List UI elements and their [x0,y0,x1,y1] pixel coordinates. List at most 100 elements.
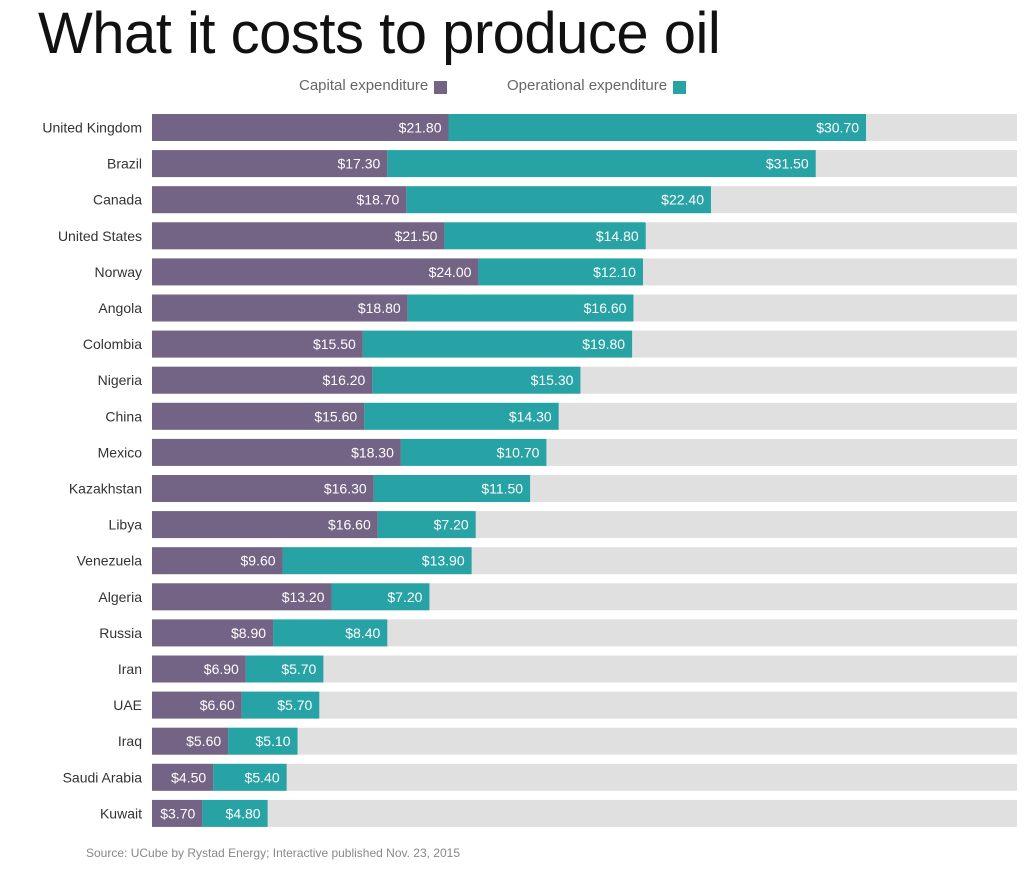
bar-operational-china [364,402,559,430]
bar-operational-kazakhstan [373,475,531,502]
category-label-russia: Russia [99,625,142,641]
value-label-operational-china: $14.30 [509,408,552,424]
category-label-saudi-arabia: Saudi Arabia [63,769,143,785]
bar-operational-nigeria [372,366,581,394]
bar-capital-canada [152,186,407,214]
category-label-nigeria: Nigeria [98,372,143,388]
value-label-operational-kuwait: $4.80 [226,805,261,821]
value-label-capital-norway: $24.00 [429,264,472,280]
category-label-algeria: Algeria [98,589,142,605]
category-label-libya: Libya [109,517,143,533]
bar-capital-nigeria [152,366,373,394]
value-label-operational-angola: $16.60 [584,300,627,316]
bar-operational-venezuela [282,547,472,575]
value-label-capital-kazakhstan: $16.30 [324,481,367,497]
bar-operational-mexico [400,438,547,466]
value-label-operational-iran: $5.70 [281,661,316,677]
value-label-capital-saudi-arabia: $4.50 [171,769,206,785]
legend-label-capital: Capital expenditure [299,77,429,94]
value-label-capital-uae: $6.60 [200,697,235,713]
value-label-operational-kazakhstan: $11.50 [481,481,523,497]
bar-operational-united-kingdom [448,114,867,141]
chart-title: What it costs to produce oil [38,1,721,66]
value-label-operational-united-kingdom: $30.70 [816,120,859,136]
bar-capital-brazil [152,150,388,178]
bar-operational-brazil [387,150,816,178]
legend: Capital expenditure Operational expendit… [0,77,1024,97]
bar-capital-uae [152,691,242,719]
value-label-operational-norway: $12.10 [593,264,636,280]
category-label-angola: Angola [98,300,142,316]
value-label-capital-china: $15.60 [314,408,357,424]
value-label-operational-libya: $7.20 [434,517,469,533]
bar-operational-uae [241,691,320,719]
bar-operational-iraq [228,727,298,755]
value-label-operational-iraq: $5.10 [255,733,290,749]
value-label-capital-canada: $18.70 [357,192,400,208]
bar-capital-kazakhstan [152,475,374,502]
category-label-norway: Norway [95,264,142,280]
category-label-brazil: Brazil [107,156,142,172]
category-label-uae: UAE [113,697,142,713]
value-label-operational-brazil: $31.50 [766,156,809,172]
value-label-capital-colombia: $15.50 [313,336,356,352]
bar-operational-canada [406,186,711,214]
value-label-operational-mexico: $10.70 [497,444,540,460]
value-label-operational-united-states: $14.80 [596,228,639,244]
bar-capital-algeria [152,583,332,611]
bar-operational-saudi-arabia [213,763,287,791]
category-label-iran: Iran [118,661,142,677]
legend-label-operational: Operational expenditure [507,77,668,94]
bar-capital-russia [152,619,274,647]
bar-capital-venezuela [152,547,283,575]
value-label-capital-iran: $6.90 [204,661,239,677]
bar-operational-colombia [362,330,633,358]
bar-operational-united-states [444,222,646,250]
bar-capital-saudi-arabia [152,763,214,791]
legend-swatch-capital [434,80,448,94]
bar-operational-norway [478,258,643,286]
category-label-mexico: Mexico [98,444,143,460]
category-label-venezuela: Venezuela [77,553,143,569]
bar-capital-angola [152,294,408,322]
bar-capital-norway [152,258,479,286]
value-label-capital-united-kingdom: $21.80 [399,120,442,136]
bar-operational-libya [377,511,476,539]
bar-operational-algeria [331,583,430,611]
bar-capital-united-kingdom [152,114,449,141]
legend-item-capital: Capital expenditure [299,77,448,94]
category-label-kazakhstan: Kazakhstan [69,481,142,497]
bar-capital-iran [152,655,246,683]
value-label-capital-mexico: $18.30 [351,444,394,460]
category-label-united-states: United States [58,228,142,244]
category-label-canada: Canada [93,192,142,208]
value-label-operational-venezuela: $13.90 [422,553,465,569]
bar-capital-mexico [152,438,401,466]
category-label-iraq: Iraq [118,733,142,749]
value-label-capital-libya: $16.60 [328,517,371,533]
bar-operational-iran [245,655,324,683]
bar-capital-colombia [152,330,363,358]
value-label-operational-uae: $5.70 [277,697,312,713]
category-label-united-kingdom: United Kingdom [42,120,142,136]
value-label-capital-algeria: $13.20 [282,589,325,605]
legend-item-operational: Operational expenditure [507,77,687,94]
bar-operational-russia [273,619,388,647]
category-label-colombia: Colombia [83,336,142,352]
value-label-capital-iraq: $5.60 [186,733,221,749]
value-label-capital-brazil: $17.30 [337,156,380,172]
value-label-operational-algeria: $7.20 [387,589,422,605]
category-label-kuwait: Kuwait [100,805,142,821]
bar-capital-kuwait [152,799,203,827]
value-label-operational-nigeria: $15.30 [531,372,574,388]
source-note: Source: UCube by Rystad Energy; Interact… [86,846,460,860]
legend-swatch-operational [673,80,687,94]
value-label-capital-nigeria: $16.20 [323,372,366,388]
bar-operational-angola [407,294,634,322]
bar-operational-kuwait [202,799,268,827]
value-label-operational-colombia: $19.80 [582,336,625,352]
bar-capital-libya [152,511,378,539]
bar-capital-united-states [152,222,445,250]
value-label-capital-russia: $8.90 [231,625,266,641]
bar-capital-china [152,402,365,430]
